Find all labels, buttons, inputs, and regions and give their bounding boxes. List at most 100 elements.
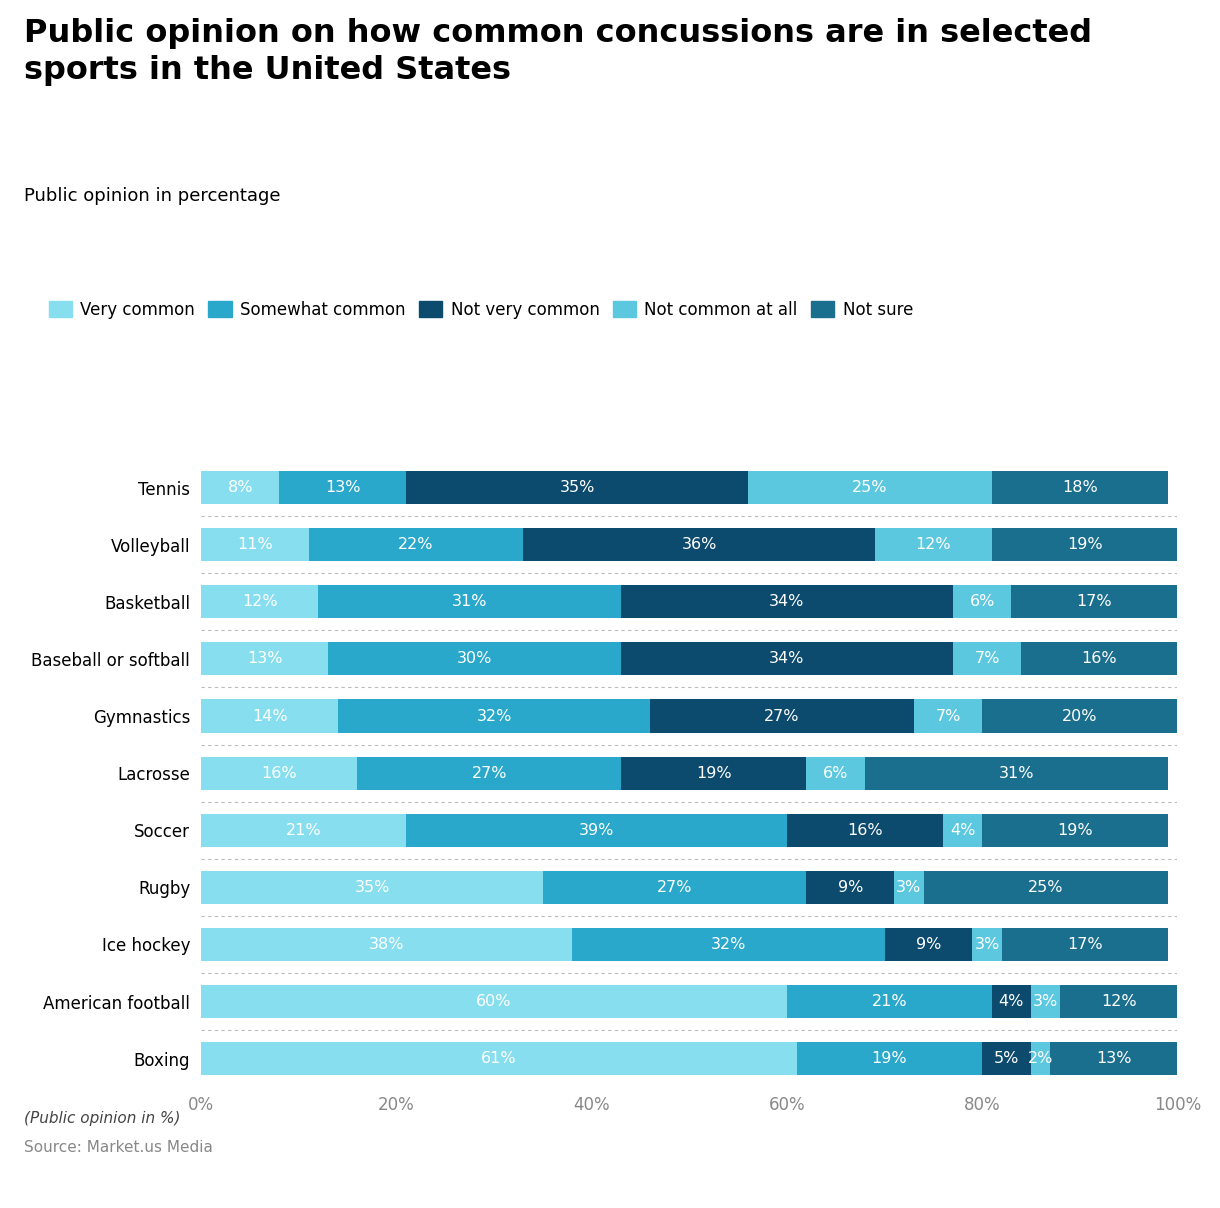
Bar bbox=[748, 471, 992, 504]
Text: 7%: 7% bbox=[975, 651, 999, 667]
Bar bbox=[1021, 643, 1177, 675]
Bar bbox=[338, 699, 650, 732]
Bar bbox=[1060, 985, 1177, 1018]
Bar bbox=[328, 643, 621, 675]
Text: 34%: 34% bbox=[770, 594, 804, 609]
Bar bbox=[406, 471, 748, 504]
Text: 13%: 13% bbox=[1096, 1051, 1132, 1067]
Bar bbox=[806, 871, 894, 904]
Text: 39%: 39% bbox=[580, 823, 614, 837]
Bar bbox=[982, 699, 1177, 732]
Text: 16%: 16% bbox=[847, 823, 883, 837]
Bar bbox=[982, 1043, 1031, 1075]
Bar bbox=[201, 471, 279, 504]
Bar bbox=[797, 1043, 982, 1075]
Text: 17%: 17% bbox=[1076, 594, 1113, 609]
Text: 25%: 25% bbox=[1027, 879, 1064, 895]
Text: 6%: 6% bbox=[824, 766, 848, 780]
Bar bbox=[953, 643, 1021, 675]
Text: 2%: 2% bbox=[1028, 1051, 1053, 1067]
Bar bbox=[406, 814, 787, 847]
Text: 19%: 19% bbox=[1057, 823, 1093, 837]
Text: 9%: 9% bbox=[916, 937, 941, 952]
Bar bbox=[201, 643, 328, 675]
Bar bbox=[1050, 1043, 1177, 1075]
Text: 17%: 17% bbox=[1066, 937, 1103, 952]
Text: 8%: 8% bbox=[228, 480, 253, 495]
Text: 34%: 34% bbox=[770, 651, 804, 667]
Bar bbox=[309, 528, 523, 562]
Text: 60%: 60% bbox=[476, 994, 512, 1009]
Text: 30%: 30% bbox=[458, 651, 492, 667]
Text: 32%: 32% bbox=[477, 709, 511, 724]
Text: 5%: 5% bbox=[994, 1051, 1019, 1067]
Bar bbox=[982, 814, 1168, 847]
Text: 14%: 14% bbox=[251, 709, 288, 724]
Bar bbox=[972, 928, 1002, 962]
Text: 27%: 27% bbox=[764, 709, 800, 724]
Text: 36%: 36% bbox=[682, 538, 716, 552]
Text: 13%: 13% bbox=[325, 480, 361, 495]
Text: 16%: 16% bbox=[261, 766, 298, 780]
Bar bbox=[201, 871, 543, 904]
Text: 21%: 21% bbox=[871, 994, 908, 1009]
Text: 18%: 18% bbox=[1061, 480, 1098, 495]
Text: 61%: 61% bbox=[481, 1051, 517, 1067]
Bar bbox=[953, 585, 1011, 618]
Bar bbox=[865, 756, 1168, 790]
Text: 7%: 7% bbox=[936, 709, 960, 724]
Bar bbox=[992, 471, 1168, 504]
Text: 19%: 19% bbox=[695, 766, 732, 780]
Text: 12%: 12% bbox=[915, 538, 952, 552]
Text: 19%: 19% bbox=[871, 1051, 908, 1067]
Text: Source: Market.us Media: Source: Market.us Media bbox=[24, 1140, 214, 1155]
Bar bbox=[787, 814, 943, 847]
Text: 31%: 31% bbox=[998, 766, 1035, 780]
Bar bbox=[201, 756, 357, 790]
Text: 4%: 4% bbox=[950, 823, 975, 837]
Bar bbox=[1011, 585, 1177, 618]
Bar bbox=[1031, 1043, 1050, 1075]
Bar bbox=[621, 643, 953, 675]
Bar bbox=[1002, 928, 1168, 962]
Bar bbox=[201, 985, 787, 1018]
Bar bbox=[650, 699, 914, 732]
Bar bbox=[201, 814, 406, 847]
Bar bbox=[318, 585, 621, 618]
Text: 19%: 19% bbox=[1066, 538, 1103, 552]
Bar bbox=[621, 585, 953, 618]
Text: 35%: 35% bbox=[355, 879, 389, 895]
Text: 3%: 3% bbox=[975, 937, 999, 952]
Bar bbox=[875, 528, 992, 562]
Text: 22%: 22% bbox=[398, 538, 434, 552]
Bar bbox=[543, 871, 806, 904]
Text: 13%: 13% bbox=[246, 651, 283, 667]
Text: 3%: 3% bbox=[1033, 994, 1058, 1009]
Bar bbox=[201, 699, 338, 732]
Bar bbox=[621, 756, 806, 790]
Bar bbox=[992, 528, 1177, 562]
Text: 12%: 12% bbox=[1100, 994, 1137, 1009]
Text: 11%: 11% bbox=[237, 538, 273, 552]
Text: 21%: 21% bbox=[285, 823, 322, 837]
Bar bbox=[884, 928, 972, 962]
Bar bbox=[914, 699, 982, 732]
Text: 9%: 9% bbox=[838, 879, 863, 895]
Bar bbox=[787, 985, 992, 1018]
Text: 4%: 4% bbox=[999, 994, 1024, 1009]
Bar bbox=[357, 756, 621, 790]
Bar bbox=[201, 585, 318, 618]
Bar bbox=[806, 756, 865, 790]
Text: 38%: 38% bbox=[368, 937, 405, 952]
Text: 20%: 20% bbox=[1061, 709, 1098, 724]
Bar bbox=[992, 985, 1031, 1018]
Text: (Public opinion in %): (Public opinion in %) bbox=[24, 1111, 181, 1126]
Text: 27%: 27% bbox=[656, 879, 693, 895]
Text: Public opinion in percentage: Public opinion in percentage bbox=[24, 187, 281, 205]
Text: 16%: 16% bbox=[1081, 651, 1118, 667]
Bar bbox=[1031, 985, 1060, 1018]
Bar bbox=[279, 471, 406, 504]
Text: 31%: 31% bbox=[451, 594, 488, 609]
Bar bbox=[924, 871, 1168, 904]
Text: 6%: 6% bbox=[970, 594, 994, 609]
